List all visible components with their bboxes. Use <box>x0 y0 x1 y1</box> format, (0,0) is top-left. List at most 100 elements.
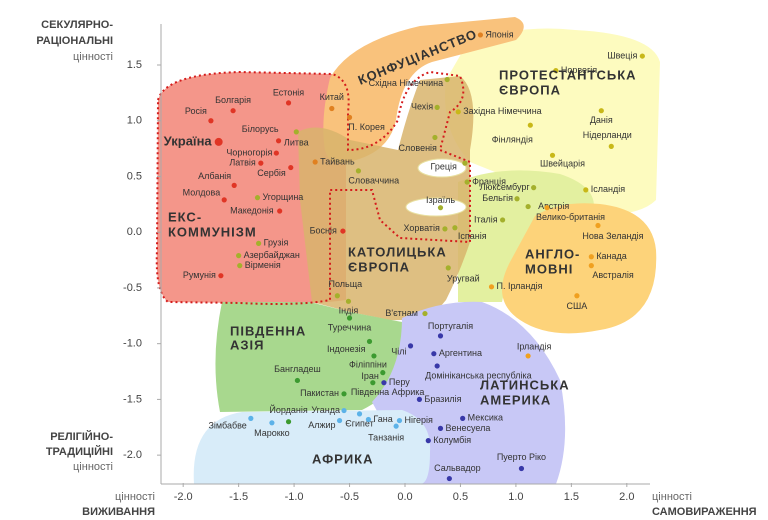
region-label: АФРИКА <box>312 451 374 466</box>
point-label: Велико-британія <box>536 212 605 222</box>
point-label: Тайвань <box>320 156 355 166</box>
axis-title: СЕКУЛЯРНО- <box>41 19 113 31</box>
point-label: Італія <box>474 214 498 224</box>
data-point <box>236 253 242 259</box>
data-point <box>221 197 227 203</box>
point-label: Болгарія <box>215 95 251 105</box>
point-label: Люксембург <box>480 182 531 192</box>
data-point <box>444 76 450 83</box>
plot: 1.5 1.0 0.5 0.0 -0.5 -1.0 -1.5 -2.0 -2.0 -1.5 -1.0… <box>123 29 645 503</box>
region-label: ЕКС- <box>168 209 202 224</box>
data-point <box>608 143 614 149</box>
y-tick-label: -1.5 <box>123 393 142 405</box>
data-point <box>277 208 283 214</box>
data-point <box>218 273 224 279</box>
region-english <box>502 203 657 334</box>
point-label: Пакистан <box>300 388 339 398</box>
data-point <box>371 353 377 359</box>
data-point <box>345 298 352 304</box>
data-point <box>258 160 264 166</box>
point-label: Латвія <box>229 157 256 167</box>
data-point <box>460 415 466 421</box>
y-tick-label: -1.0 <box>123 338 142 350</box>
data-point <box>437 205 444 211</box>
callout <box>405 197 467 217</box>
point-label: Мексика <box>468 413 503 423</box>
data-point <box>380 370 386 376</box>
region-africa <box>193 410 431 484</box>
axis-title: цінності <box>115 491 155 503</box>
data-point <box>518 465 525 472</box>
x-tick-label: 2.0 <box>619 491 634 503</box>
point-label: Австралія <box>592 270 634 280</box>
data-point <box>346 315 353 321</box>
region-label: ЛАТИНСЬКА <box>480 377 570 392</box>
data-point <box>432 134 438 141</box>
data-point <box>452 225 458 231</box>
data-point <box>336 417 343 424</box>
x-tick-label: 0.0 <box>397 491 412 503</box>
point-label: Канада <box>596 251 626 261</box>
point-label: Угорщина <box>262 192 303 202</box>
x-tick-label: -1.5 <box>229 491 248 503</box>
data-point <box>334 293 340 299</box>
data-point <box>639 53 645 59</box>
data-point <box>341 407 347 414</box>
point-label: Словаччина <box>348 175 399 185</box>
data-point <box>434 363 440 369</box>
point-label: Йорданія <box>269 404 307 415</box>
data-point <box>598 108 604 114</box>
point-label: Боснія <box>310 225 337 235</box>
point-label: Колумбія <box>433 435 471 445</box>
data-point <box>346 114 353 120</box>
region-label: ПРОТЕСТАНТСЬКА <box>499 67 637 82</box>
axis-titles: СЕКУЛЯРНО- РАЦІОНАЛЬНІ цінності РЕЛІГІЙН… <box>36 19 756 518</box>
point-label: Танзанія <box>368 433 404 443</box>
axis-title: цінності <box>73 461 113 473</box>
data-point <box>329 105 335 112</box>
data-point <box>208 118 214 124</box>
region-label: КАТОЛИЦЬКА <box>348 244 447 259</box>
data-point <box>248 415 254 421</box>
point-label: Західна Німеччина <box>463 106 541 116</box>
region-ex-communist <box>156 72 347 304</box>
point-label: Литва <box>284 137 309 147</box>
axis-title: РАЦІОНАЛЬНІ <box>36 35 113 47</box>
point-label: Бангладеш <box>274 364 321 374</box>
point-label: Туреччина <box>328 322 371 332</box>
point-label: Перу <box>389 377 410 387</box>
point-label: Гана <box>373 414 392 424</box>
regions <box>155 17 660 484</box>
point-label: Бразилія <box>424 394 461 404</box>
data-point <box>356 411 363 417</box>
x-tick-label: -0.5 <box>340 491 359 503</box>
data-point <box>340 228 346 234</box>
point-label: Пуерто Ріко <box>497 452 546 462</box>
data-point <box>525 203 531 210</box>
data-point <box>285 100 292 106</box>
y-tick-label: -0.5 <box>123 282 142 294</box>
region-labels: КОНФУЦІАНСТВО ПРОТЕСТАНТСЬКА ЄВРОПА ЕКС-… <box>168 26 637 466</box>
point-label: Японія <box>485 29 513 39</box>
x-tick-label: -2.0 <box>174 491 193 503</box>
data-point <box>381 380 387 386</box>
point-label: Португалія <box>428 321 473 331</box>
point-label: Азербайджан <box>244 250 300 260</box>
point-label: Зімбабве <box>209 421 247 431</box>
point-label: Домініканська республіка <box>425 370 531 380</box>
data-point <box>553 67 559 74</box>
point-label: Чілі <box>391 346 406 356</box>
point-label: Швеція <box>607 50 637 60</box>
data-point <box>254 195 261 201</box>
point-label: Хорватія <box>404 223 441 233</box>
data-point <box>275 138 282 144</box>
axis-title: САМОВИРАЖЕННЯ <box>652 506 757 518</box>
y-tick-label: -2.0 <box>123 449 142 461</box>
axis-title: ВИЖИВАННЯ <box>82 506 155 518</box>
region-label: АЗІЯ <box>230 337 265 352</box>
point-label: Швейцарія <box>540 159 585 169</box>
point-label: Білорусь <box>242 124 279 134</box>
data-point <box>437 425 444 431</box>
data-point <box>500 217 506 223</box>
